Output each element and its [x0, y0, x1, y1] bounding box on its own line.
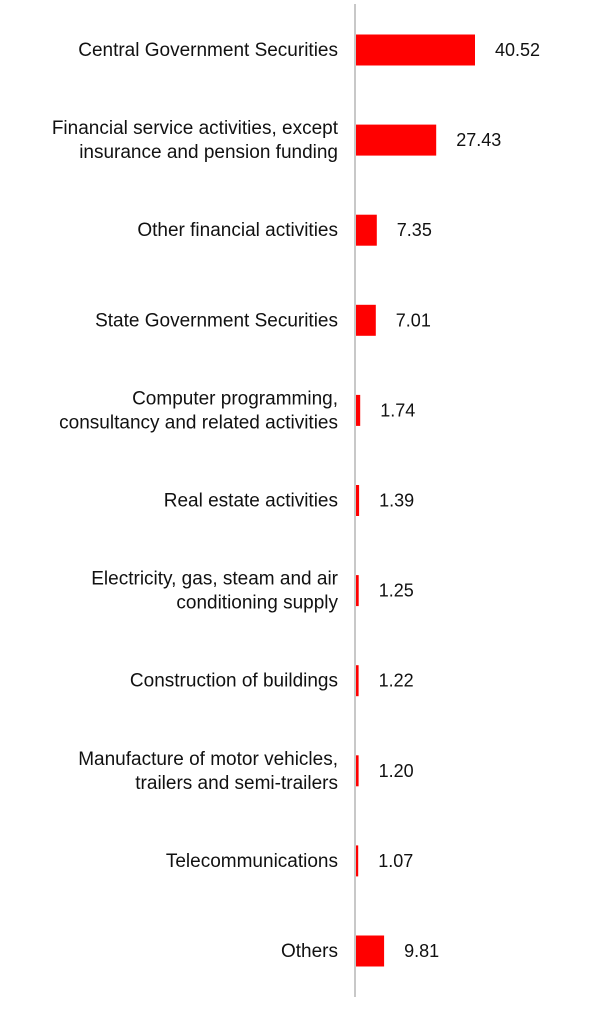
category-label-4: Computer programming, consultancy and rel…	[59, 388, 338, 433]
category-label-line: Real estate activities	[164, 491, 338, 512]
category-label-5: Real estate activities	[164, 491, 338, 512]
category-label-3: State Government Securities	[95, 310, 338, 331]
bar-2	[355, 214, 377, 246]
category-label-line: Financial service activities, except	[52, 118, 339, 139]
category-label-10: Others	[281, 941, 338, 962]
category-label-line: conditioning supply	[176, 593, 338, 614]
bar-5	[355, 485, 360, 516]
value-label-8: 1.20	[379, 761, 414, 781]
bar-9	[355, 845, 359, 877]
value-label-3: 7.01	[396, 310, 431, 330]
bars-layer	[355, 34, 475, 967]
category-label-1: Financial service activities, except insu…	[52, 118, 339, 163]
bar-0	[355, 34, 475, 66]
bar-8	[355, 755, 359, 787]
value-label-10: 9.81	[404, 941, 439, 961]
category-label-line: State Government Securities	[95, 310, 338, 331]
value-labels: 40.52 27.43 7.35 7.01 1.74 1.39 1.25 1.22 1.20 1.…	[378, 40, 540, 961]
category-labels: Central Government Securities Financial s…	[52, 40, 339, 962]
category-label-line: Others	[281, 941, 338, 962]
category-label-line: consultancy and related activities	[59, 412, 338, 433]
category-label-0: Central Government Securities	[78, 40, 338, 61]
category-label-6: Electricity, gas, steam and air condition…	[91, 569, 338, 614]
category-label-line: Construction of buildings	[130, 671, 338, 692]
category-label-line: insurance and pension funding	[79, 142, 338, 163]
category-label-9: Telecommunications	[166, 851, 338, 872]
value-label-1: 27.43	[456, 130, 501, 150]
category-label-line: Electricity, gas, steam and air	[91, 569, 338, 590]
category-label-line: Central Government Securities	[78, 40, 338, 61]
category-label-8: Manufacture of motor vehicles, trailers a…	[78, 749, 338, 794]
category-label-2: Other financial activities	[137, 220, 338, 241]
bar-10	[355, 935, 385, 967]
value-label-0: 40.52	[495, 40, 540, 60]
value-label-5: 1.39	[379, 491, 414, 511]
bar-6	[355, 575, 359, 607]
category-label-line: Other financial activities	[137, 220, 338, 241]
category-label-7: Construction of buildings	[130, 671, 338, 692]
category-label-line: Manufacture of motor vehicles,	[78, 749, 338, 770]
value-label-4: 1.74	[380, 400, 415, 420]
value-label-6: 1.25	[379, 581, 414, 601]
value-label-9: 1.07	[378, 851, 413, 871]
category-label-line: trailers and semi-trailers	[135, 773, 338, 794]
bar-7	[355, 665, 359, 697]
bar-4	[355, 394, 361, 426]
bar-1	[355, 124, 437, 156]
value-label-2: 7.35	[397, 220, 432, 240]
bar-3	[355, 304, 376, 336]
category-label-line: Computer programming,	[132, 388, 338, 409]
value-label-7: 1.22	[379, 671, 414, 691]
category-label-line: Telecommunications	[166, 851, 338, 872]
